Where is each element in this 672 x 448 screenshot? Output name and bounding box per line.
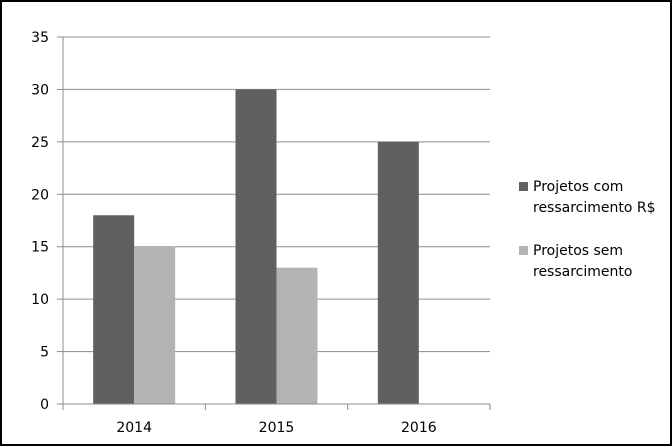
legend-label: Projetos sem ressarcimento xyxy=(533,243,632,280)
axes xyxy=(57,36,491,410)
y-tick-label: 30 xyxy=(31,82,49,98)
y-tick-label: 25 xyxy=(31,135,49,151)
legend-label: Projetos com ressarcimento R$ xyxy=(533,179,656,216)
bars xyxy=(93,89,419,404)
bar-2016-series-1 xyxy=(377,141,419,404)
y-tick-label: 15 xyxy=(31,240,49,256)
x-tick-label: 2015 xyxy=(259,420,295,436)
y-tick-label: 5 xyxy=(40,345,49,361)
x-tick-label: 2016 xyxy=(401,420,437,436)
bar-2014-series-1 xyxy=(93,215,135,404)
bar-2015-series-1 xyxy=(235,89,277,404)
legend-swatch xyxy=(519,182,528,191)
y-tick-label: 20 xyxy=(31,187,49,203)
x-tick-labels: 2014 2015 2016 xyxy=(116,420,436,436)
y-tick-label: 35 xyxy=(31,30,49,46)
legend-swatch xyxy=(519,246,528,255)
legend: Projetos com ressarcimento R$ Projetos sem… xyxy=(519,179,656,280)
bar-2015-series-2 xyxy=(276,267,318,404)
y-tick-label: 10 xyxy=(31,292,49,308)
bar-2014-series-2 xyxy=(134,246,176,404)
y-tick-label: 0 xyxy=(40,397,49,413)
x-tick-label: 2014 xyxy=(116,420,152,436)
y-tick-labels: 0 5 10 15 20 25 30 35 xyxy=(31,30,49,413)
